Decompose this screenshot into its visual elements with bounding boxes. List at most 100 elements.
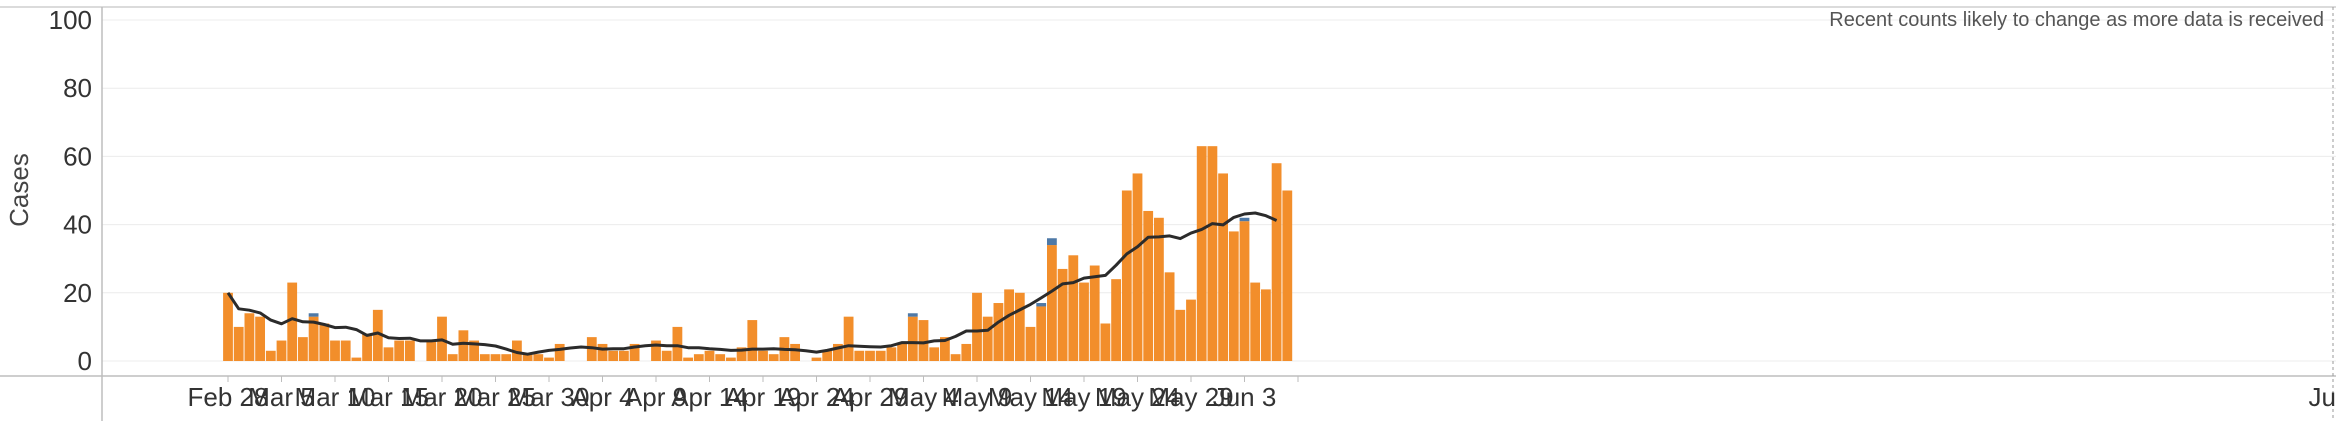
bar — [554, 343, 565, 361]
bar-segment — [907, 313, 918, 317]
bar-segment — [1036, 303, 1047, 307]
bar — [1079, 282, 1089, 361]
bar — [233, 326, 244, 361]
bar — [394, 340, 405, 361]
bar — [907, 316, 918, 361]
bar-segment — [308, 313, 319, 317]
y-tick-label: 100 — [49, 5, 92, 35]
bar — [330, 340, 340, 361]
bar — [362, 333, 372, 361]
bar — [244, 313, 255, 361]
bar — [1121, 190, 1132, 361]
bar — [447, 354, 458, 361]
bar — [1089, 265, 1100, 361]
bar — [1282, 190, 1293, 361]
bar — [1164, 272, 1175, 361]
bar — [501, 354, 512, 361]
bar — [1186, 299, 1196, 361]
bar — [372, 309, 383, 361]
y-tick-labels: 0 20 40 60 80 100 — [49, 5, 92, 376]
bar — [822, 350, 833, 361]
bar — [629, 343, 640, 361]
bar — [1025, 326, 1036, 361]
bar — [1111, 279, 1121, 361]
x-tick-label: May 29 — [1148, 382, 1233, 412]
x-tick-label: Feb 28 — [188, 382, 269, 412]
bar — [929, 347, 940, 361]
bar — [1132, 173, 1143, 361]
bar-segment — [1239, 217, 1250, 222]
recent-counts-annotation: Recent counts likely to change as more d… — [1829, 9, 2324, 31]
x-tick-label: May 24 — [1095, 382, 1180, 412]
x-tick-label: Apr 29 — [832, 382, 909, 412]
axes — [0, 6, 2336, 421]
bar — [790, 343, 800, 361]
bar — [619, 350, 629, 361]
bar — [1154, 217, 1164, 361]
bar — [1004, 289, 1014, 361]
x-tick-label: Apr 19 — [725, 382, 802, 412]
bar — [886, 347, 897, 361]
bar — [1047, 245, 1057, 361]
bar — [351, 357, 362, 361]
bar — [661, 350, 672, 361]
bar — [1196, 146, 1207, 361]
bar — [458, 330, 469, 361]
bar — [1261, 289, 1271, 361]
x-tick-label: May 19 — [1041, 382, 1126, 412]
bar — [319, 323, 330, 361]
y-tick-label: 40 — [63, 210, 92, 240]
bar — [544, 357, 554, 361]
x-tick-label: May 9 — [942, 382, 1013, 412]
bar — [736, 347, 747, 361]
bar — [533, 354, 544, 361]
bar — [918, 320, 929, 361]
bar — [308, 316, 319, 361]
bar — [1207, 146, 1218, 361]
x-tick-label: Mar 25 — [455, 382, 536, 412]
bar — [1100, 323, 1111, 361]
x-tick-label: May 14 — [988, 382, 1073, 412]
y-tick-label: 80 — [63, 73, 92, 103]
bar — [469, 340, 479, 361]
x-tick-label: Apr 4 — [571, 382, 633, 412]
y-tick-label: 20 — [63, 278, 92, 308]
bar — [1218, 173, 1228, 361]
bar — [1271, 163, 1282, 361]
bar — [704, 350, 715, 361]
bar — [1250, 282, 1261, 361]
x-tick-label: Mar 15 — [348, 382, 429, 412]
bar — [768, 354, 779, 361]
bar — [1014, 292, 1025, 361]
bar — [843, 316, 854, 361]
bar — [651, 340, 661, 361]
x-tick-label: Mar 10 — [295, 382, 376, 412]
bar — [405, 340, 415, 361]
bar — [522, 354, 533, 361]
y-axis-label: Cases — [4, 153, 34, 227]
x-tick-label: Mar 5 — [248, 382, 314, 412]
bar — [223, 292, 233, 361]
moving-average-line-group — [226, 211, 1278, 356]
x-tick-label: May 4 — [888, 382, 959, 412]
bar — [383, 347, 394, 361]
bar — [715, 354, 726, 361]
bar — [597, 343, 608, 361]
bar — [512, 340, 522, 361]
bar — [747, 320, 758, 361]
bar — [693, 354, 704, 361]
bar — [897, 343, 907, 361]
bar — [608, 350, 619, 361]
bar — [479, 354, 490, 361]
bar — [950, 354, 961, 361]
bar — [1175, 309, 1186, 361]
bar — [1143, 210, 1154, 361]
bar — [265, 350, 276, 361]
bar — [972, 292, 982, 361]
x-tick-label: Apr 14 — [671, 382, 748, 412]
bar — [1068, 255, 1079, 361]
x-tick-label: Apr 24 — [778, 382, 855, 412]
bar — [726, 357, 736, 361]
